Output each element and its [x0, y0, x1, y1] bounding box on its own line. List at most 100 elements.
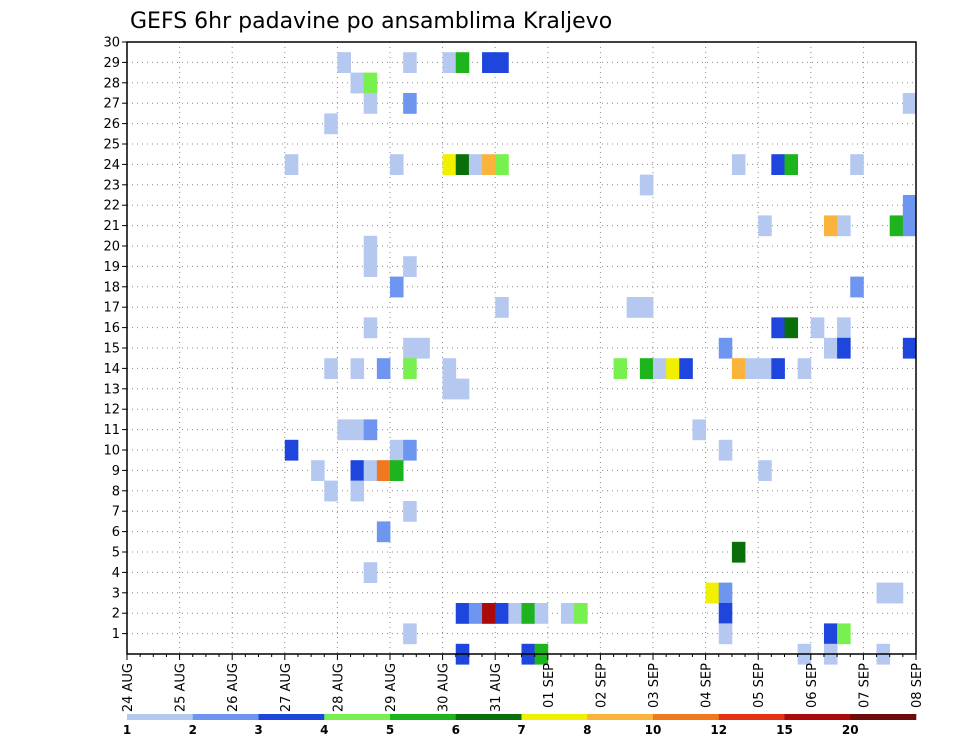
heatmap-cell — [363, 72, 378, 94]
colorbar-segment — [192, 714, 259, 720]
heatmap-cell — [639, 358, 654, 379]
heatmap-cell — [455, 603, 470, 624]
x-tick-label: 27 AUG — [279, 663, 294, 712]
y-tick-label: 11 — [103, 423, 120, 438]
heatmap-cell — [363, 93, 378, 114]
heatmap-cell — [390, 460, 404, 481]
y-tick-label: 12 — [103, 403, 120, 418]
x-tick-label: 28 AUG — [331, 663, 346, 712]
heatmap-cell — [495, 603, 509, 624]
heatmap-cell — [442, 378, 457, 400]
heatmap-cell — [810, 317, 825, 339]
heatmap-cell — [376, 358, 391, 379]
x-tick-label: 08 SEP — [910, 663, 925, 708]
heatmap-cell — [837, 623, 851, 645]
heatmap-cell — [797, 358, 812, 379]
colorbar-segment — [390, 714, 457, 720]
y-tick-label: 28 — [103, 76, 120, 91]
heatmap-cell — [482, 603, 496, 624]
x-tick-label: 03 SEP — [647, 663, 662, 708]
heatmap-cell — [350, 480, 365, 502]
heatmap-cell — [902, 195, 917, 216]
x-tick-label: 24 AUG — [121, 663, 136, 712]
y-axis-ticks: 1234567891011121314151617181920212223242… — [103, 36, 127, 642]
heatmap-cell — [311, 460, 325, 481]
colorbar-segment — [455, 714, 522, 720]
heatmap-cell — [679, 358, 693, 379]
y-tick-label: 9 — [112, 464, 120, 479]
y-tick-label: 20 — [103, 240, 120, 255]
heatmap-cell — [442, 154, 457, 175]
heatmap-cell — [363, 419, 378, 441]
heatmap-cell — [442, 52, 457, 73]
colorbar-segment — [784, 714, 851, 720]
heatmap-cell — [731, 154, 746, 175]
x-tick-label: 07 SEP — [857, 663, 872, 708]
colorbar-label: 8 — [583, 723, 591, 737]
heatmap-cell — [495, 52, 509, 73]
heatmap-cell — [363, 235, 378, 257]
y-tick-label: 22 — [103, 199, 120, 214]
heatmap-cell — [731, 541, 746, 563]
heatmap-cell — [745, 358, 759, 379]
heatmap-cell — [468, 603, 483, 624]
colorbar-label: 20 — [842, 723, 859, 737]
grid-lines — [127, 42, 916, 654]
y-tick-label: 24 — [103, 158, 120, 173]
heatmap-cell — [837, 317, 851, 339]
heatmap-cell — [837, 337, 851, 359]
heatmap-cell — [718, 337, 733, 359]
colorbar-label: 6 — [452, 723, 460, 737]
heatmap-cell — [403, 501, 417, 522]
colorbar-segment — [258, 714, 325, 720]
y-tick-label: 26 — [103, 117, 120, 132]
colorbar-label: 2 — [189, 723, 197, 737]
x-tick-label: 04 SEP — [700, 663, 715, 708]
heatmap-cell — [403, 358, 417, 379]
heatmap-cell — [376, 521, 391, 543]
heatmap-cell — [324, 113, 338, 135]
y-tick-label: 2 — [112, 607, 120, 622]
heatmap-cell — [284, 154, 299, 175]
heatmap-cell — [823, 337, 838, 359]
heatmap-cell — [350, 460, 365, 481]
heatmap-cell — [350, 419, 365, 441]
heatmap-cell — [771, 317, 785, 339]
colorbar-label: 15 — [776, 723, 793, 737]
heatmap-cell — [390, 276, 404, 298]
heatmap-cell — [508, 603, 522, 624]
heatmap-cell — [363, 460, 378, 481]
colorbar-segment — [521, 714, 588, 720]
heatmap-cell — [403, 52, 417, 73]
y-tick-label: 3 — [112, 586, 120, 601]
heatmap-cell — [495, 297, 509, 318]
heatmap-cell — [718, 582, 733, 604]
colorbar-label: 3 — [254, 723, 262, 737]
heatmap-cell — [324, 480, 338, 502]
y-tick-label: 21 — [103, 219, 120, 234]
y-tick-label: 19 — [103, 260, 120, 275]
x-tick-label: 06 SEP — [805, 663, 820, 708]
chart-title: GEFS 6hr padavine po ansamblima Kraljevo — [130, 9, 612, 34]
y-tick-label: 25 — [103, 138, 120, 153]
heatmap-cell — [784, 154, 799, 175]
heatmap-cell — [823, 215, 838, 237]
heatmap-cell — [482, 52, 496, 73]
heatmap-cell — [626, 297, 641, 318]
y-tick-label: 15 — [103, 342, 120, 357]
y-tick-label: 4 — [112, 566, 120, 581]
heatmap-cell — [495, 154, 509, 175]
y-tick-label: 17 — [103, 301, 120, 316]
x-tick-label: 30 AUG — [437, 663, 452, 712]
heatmap-cell — [639, 297, 654, 318]
heatmap-cell — [390, 439, 404, 461]
x-tick-label: 26 AUG — [226, 663, 241, 712]
heatmap-cell — [482, 154, 496, 175]
heatmap-cell — [403, 337, 417, 359]
heatmap-cell — [653, 358, 667, 379]
heatmap-cell — [850, 154, 864, 175]
heatmap-cells — [284, 52, 917, 665]
heatmap-cell — [784, 317, 799, 339]
heatmap-cell — [403, 93, 417, 114]
heatmap-cell — [363, 317, 378, 339]
